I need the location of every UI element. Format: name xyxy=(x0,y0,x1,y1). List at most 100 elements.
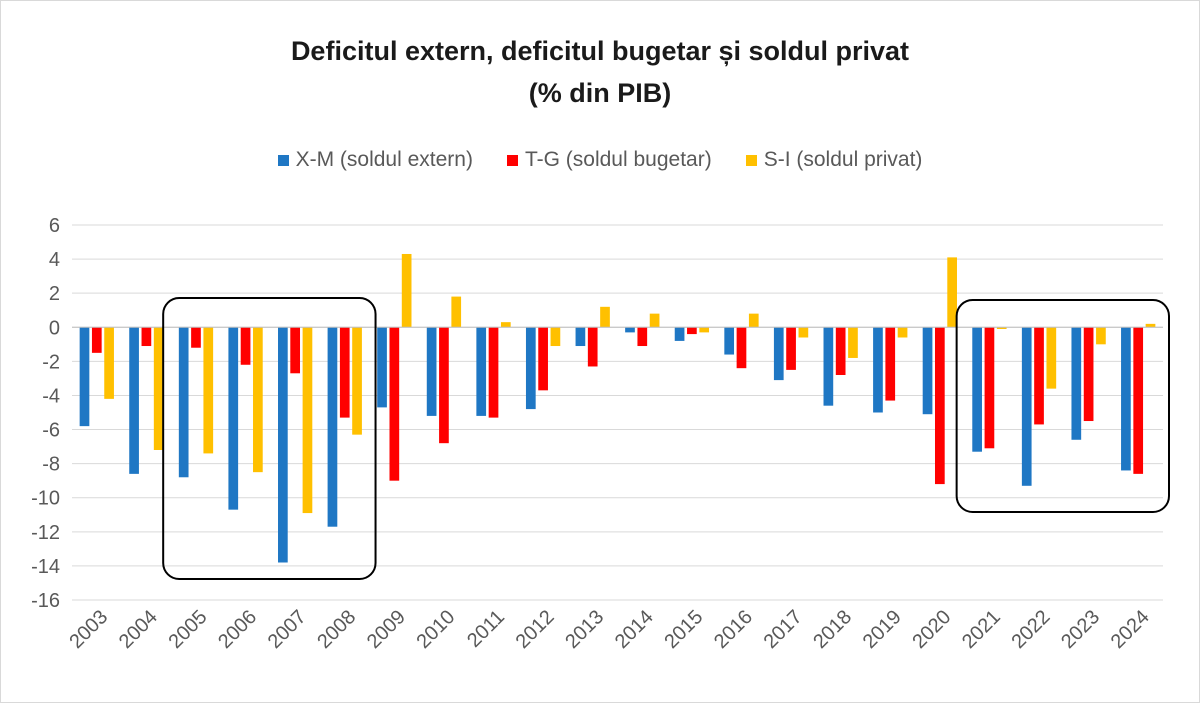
bar-2015-s2 xyxy=(699,327,710,333)
x-tick-label-2019: 2019 xyxy=(859,606,906,653)
bar-2020-s2 xyxy=(947,257,957,328)
x-tick-label-2009: 2009 xyxy=(363,606,410,653)
y-tick-label: -6 xyxy=(42,420,60,442)
bar-2019-s2 xyxy=(897,327,908,338)
legend-item-x-m: X-M (soldul extern) xyxy=(277,148,473,172)
bar-2018-s0 xyxy=(823,327,834,406)
x-tick-label-2021: 2021 xyxy=(958,606,1005,653)
x-tick-label-2014: 2014 xyxy=(611,606,658,653)
bar-2022-s1 xyxy=(1034,327,1044,425)
legend: X-M (soldul extern) T-G (soldul bugetar)… xyxy=(0,148,1200,172)
bar-2011-s2 xyxy=(500,322,511,328)
y-tick-label: -8 xyxy=(42,454,60,476)
bar-2018-s1 xyxy=(835,327,846,375)
y-tick-label: -16 xyxy=(31,590,60,612)
bar-2014-s0 xyxy=(625,327,635,333)
bar-2023-s2 xyxy=(1096,327,1106,345)
x-tick-label-2022: 2022 xyxy=(1008,606,1055,653)
bar-2011-s1 xyxy=(488,327,499,418)
legend-item-s-i: S-I (soldul privat) xyxy=(745,148,923,172)
bar-2014-s1 xyxy=(637,327,648,347)
bar-2003-s2 xyxy=(104,327,114,399)
bar-2009-s0 xyxy=(377,327,387,408)
highlight-box-2021-2024 xyxy=(955,299,1170,513)
bar-2005-s0 xyxy=(178,327,189,478)
bar-2020-s0 xyxy=(922,327,933,415)
x-tick-label-2013: 2013 xyxy=(561,606,608,653)
legend-item-t-g: T-G (soldul bugetar) xyxy=(506,148,712,172)
x-tick-label-2005: 2005 xyxy=(164,606,211,653)
bar-2007-s1 xyxy=(290,327,301,374)
bar-2017-s1 xyxy=(786,327,796,370)
bar-2009-s2 xyxy=(401,253,412,328)
y-tick-label: 0 xyxy=(49,317,60,339)
bar-2024-s1 xyxy=(1133,327,1144,474)
bar-2021-s0 xyxy=(972,327,982,452)
bar-2007-s2 xyxy=(302,327,313,514)
bar-2017-s2 xyxy=(798,327,809,338)
bar-2022-s2 xyxy=(1046,327,1057,389)
bar-2015-s1 xyxy=(687,327,697,335)
x-tick-label-2016: 2016 xyxy=(710,606,757,653)
x-tick-label-2011: 2011 xyxy=(463,606,509,652)
y-tick-label: 2 xyxy=(49,283,60,305)
bar-2023-s1 xyxy=(1083,327,1094,422)
bar-2022-s0 xyxy=(1021,327,1032,486)
bar-2021-s2 xyxy=(996,327,1007,329)
bar-2006-s1 xyxy=(240,327,251,365)
bar-2005-s2 xyxy=(203,327,214,454)
x-tick-label-2017: 2017 xyxy=(760,606,807,653)
bar-2004-s1 xyxy=(141,327,152,347)
y-tick-label: -4 xyxy=(42,385,60,407)
x-tick-label-2010: 2010 xyxy=(412,606,459,653)
bar-2010-s1 xyxy=(439,327,449,444)
bar-2006-s0 xyxy=(228,327,239,510)
x-tick-label-2004: 2004 xyxy=(115,606,162,653)
x-tick-label-2006: 2006 xyxy=(214,606,261,653)
y-tick-label: -12 xyxy=(31,522,60,544)
bar-2014-s2 xyxy=(649,313,660,328)
legend-label-s-i: S-I (soldul privat) xyxy=(763,148,923,171)
bar-2018-s2 xyxy=(848,327,858,358)
legend-label-x-m: X-M (soldul extern) xyxy=(295,148,473,171)
bar-2013-s2 xyxy=(600,306,610,328)
bar-2016-s0 xyxy=(724,327,735,355)
bar-2008-s1 xyxy=(339,327,350,418)
bar-2012-s1 xyxy=(538,327,548,391)
x-tick-label-2003: 2003 xyxy=(65,606,112,653)
bar-2017-s0 xyxy=(773,327,784,381)
x-tick-label-2008: 2008 xyxy=(313,606,360,653)
x-tick-label-2023: 2023 xyxy=(1057,606,1104,653)
bar-2011-s0 xyxy=(476,327,487,416)
bar-2015-s0 xyxy=(674,327,685,341)
bar-2012-s0 xyxy=(525,327,536,410)
bar-2005-s1 xyxy=(191,327,201,348)
bar-2023-s0 xyxy=(1071,327,1082,440)
x-tick-label-2020: 2020 xyxy=(908,606,955,653)
highlight-box-2005-2008 xyxy=(162,297,377,580)
y-tick-label: -2 xyxy=(42,351,60,373)
bar-2004-s0 xyxy=(129,327,139,474)
legend-swatch-t-g xyxy=(506,154,518,166)
bar-2013-s0 xyxy=(575,327,586,347)
bar-2019-s0 xyxy=(873,327,883,413)
bar-2004-s2 xyxy=(153,327,164,450)
y-tick-label: 4 xyxy=(49,249,60,271)
bar-2024-s2 xyxy=(1145,323,1156,328)
y-tick-label: -10 xyxy=(31,488,60,510)
y-tick-label: 6 xyxy=(49,215,60,237)
legend-swatch-s-i xyxy=(745,154,757,166)
x-tick-label-2012: 2012 xyxy=(512,606,559,653)
bar-2006-s2 xyxy=(253,327,263,473)
bar-2016-s1 xyxy=(736,327,747,369)
bar-2008-s2 xyxy=(352,327,362,435)
bar-2012-s2 xyxy=(550,327,561,347)
bar-2008-s0 xyxy=(327,327,338,527)
bar-2003-s1 xyxy=(91,327,102,353)
bar-2007-s0 xyxy=(278,327,288,563)
x-tick-label-2007: 2007 xyxy=(264,606,311,653)
x-tick-label-2015: 2015 xyxy=(660,606,707,653)
bar-2010-s0 xyxy=(426,327,437,416)
